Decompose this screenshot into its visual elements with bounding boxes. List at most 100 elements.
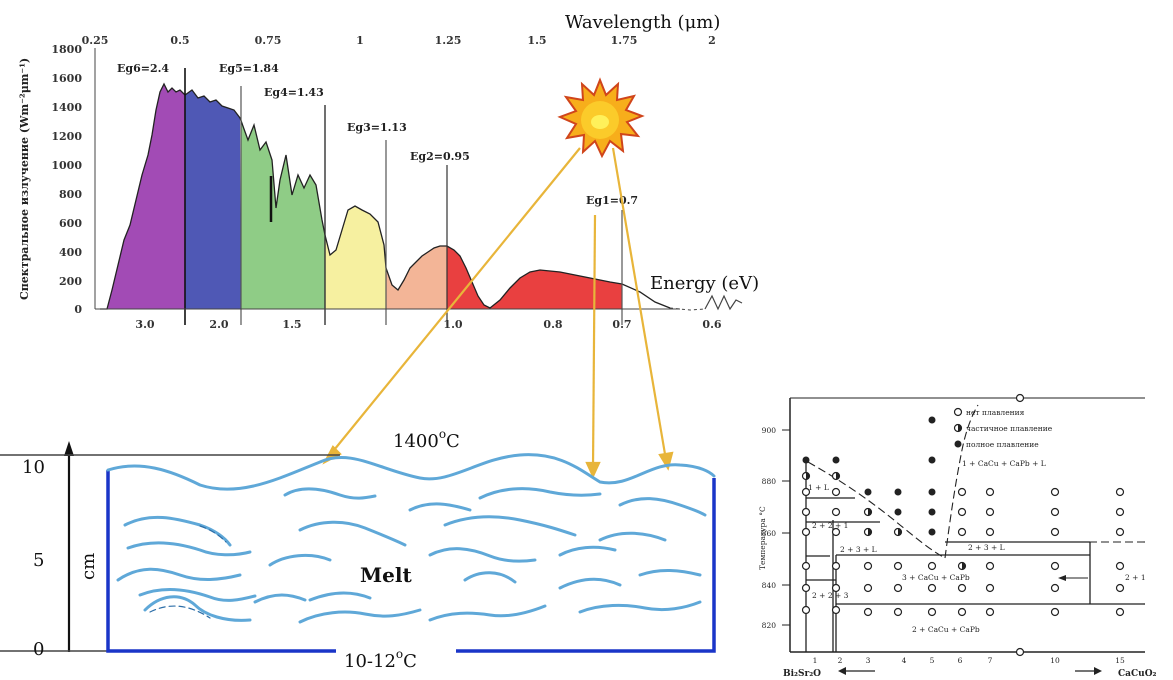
band-red	[447, 246, 622, 309]
region-label: 1 + CaCu + CaPb + L	[962, 459, 1046, 468]
marker-open	[1050, 607, 1060, 617]
phase-y-tick: 880	[762, 477, 777, 486]
marker-filled	[928, 528, 936, 536]
axis-tick-10: 10	[22, 457, 45, 478]
melt-vessel: 10 5 0 cm Melt 1400oC	[0, 427, 716, 672]
melt-wave	[638, 569, 702, 577]
phase-y-tick: 840	[762, 581, 777, 590]
melt-wave	[478, 487, 602, 500]
marker-open	[927, 607, 937, 617]
melt-wave	[443, 515, 577, 537]
phase-y-title: Температура °C	[758, 506, 767, 570]
marker-half-fill	[962, 562, 966, 570]
gap-label-eg3: Eg3=1.13	[347, 121, 407, 134]
marker-open	[957, 607, 967, 617]
melt-wave	[463, 571, 517, 584]
y-tick: 1400	[51, 101, 82, 114]
region-label: 2 + 1	[1125, 573, 1146, 582]
y-tick: 0	[74, 303, 82, 316]
marker-filled	[864, 488, 872, 496]
bottom-tick: 1.5	[282, 318, 301, 331]
region-label: 1 + L	[808, 483, 829, 492]
melt-wave-accent	[149, 605, 211, 619]
marker-filled	[928, 488, 936, 496]
band-violet	[107, 84, 185, 309]
phase-arrow-left-head	[838, 667, 846, 675]
y-tick: 1600	[51, 72, 82, 85]
axis-unit: cm	[78, 553, 99, 580]
top-tick: 1.25	[435, 34, 462, 47]
bottom-tick: 2.0	[209, 318, 228, 331]
phase-arrow-right-head	[1094, 667, 1102, 675]
melt-wave	[408, 502, 472, 512]
marker-open	[831, 527, 841, 537]
top-axis-title: Wavelength (μm)	[565, 12, 720, 33]
phase-inner-arrow-head	[1058, 575, 1066, 581]
marker-open	[893, 583, 903, 593]
melt-wave	[283, 487, 377, 500]
marker-open	[957, 583, 967, 593]
marker-open	[1115, 487, 1125, 497]
bottom-tick: 0.7	[612, 318, 631, 331]
region-label: 2 + 3 + L	[968, 543, 1005, 552]
y-tick: 1200	[51, 130, 82, 143]
legend-filled-circle	[954, 440, 962, 448]
marker-open	[863, 583, 873, 593]
y-tick: 800	[59, 188, 82, 201]
marker-half-fill	[868, 528, 872, 536]
phase-x-tick: 5	[930, 656, 935, 665]
marker-open	[985, 487, 995, 497]
marker-filled	[928, 508, 936, 516]
top-tick: 2	[708, 34, 716, 47]
phase-x-tick: 1	[813, 656, 818, 665]
bottom-tick: 0.8	[543, 318, 562, 331]
melt-wave	[558, 545, 617, 557]
marker-open	[801, 605, 811, 615]
gap-label-eg2: Eg2=0.95	[410, 150, 470, 163]
marker-open	[927, 561, 937, 571]
top-tick: 0.25	[82, 34, 109, 47]
marker-half-fill	[806, 472, 810, 480]
marker-half-fill	[868, 508, 872, 516]
gap-label-eg5: Eg5=1.84	[219, 62, 279, 75]
region-label: 2 + 2 + 1	[812, 521, 848, 530]
marker-open	[1050, 561, 1060, 571]
phase-y-tick: 860	[762, 529, 777, 538]
marker-open	[801, 487, 811, 497]
marker-open	[831, 507, 841, 517]
phase-x-tick: 7	[988, 656, 993, 665]
axis-tick-0: 0	[33, 639, 44, 660]
gap-label-eg6: Eg6=2.4	[117, 62, 169, 75]
top-temperature: 1400oC	[393, 427, 460, 452]
y-tick: 200	[59, 275, 82, 288]
y-tick: 400	[59, 246, 82, 259]
region-label: 2 + 2 + 3	[812, 591, 849, 600]
band-blue	[185, 90, 241, 309]
bottom-tick: 0.6	[702, 318, 721, 331]
marker-open	[1050, 527, 1060, 537]
spectrum-chart: 1800 1600 1400 1200 1000 800 600 400 200…	[18, 12, 759, 331]
region-label: 2 + CaCu + CaPb	[912, 625, 980, 634]
melt-wave	[428, 547, 537, 563]
marker-filled	[832, 456, 840, 464]
curve-squiggle	[704, 294, 743, 311]
marker-open	[1115, 507, 1125, 517]
bottom-temperature: 10-12oC	[344, 647, 417, 672]
region-label: 3 + CaCu + CaPb	[902, 573, 970, 582]
melt-wave	[598, 531, 667, 542]
marker-open	[801, 583, 811, 593]
marker-open	[1050, 507, 1060, 517]
melt-wave	[268, 554, 332, 567]
phase-boundaries	[805, 460, 1145, 652]
marker-open	[1050, 487, 1060, 497]
marker-open	[801, 527, 811, 537]
legend-item: нет плавления	[966, 408, 1025, 417]
legend-item: полное плавление	[966, 440, 1039, 449]
marker-open	[957, 507, 967, 517]
bottom-tick: 3.0	[135, 318, 154, 331]
y-tick: 1000	[51, 159, 82, 172]
gap-label-eg1: Eg1=0.7	[586, 194, 638, 207]
vessel-walls	[106, 470, 716, 653]
legend-half-fill	[958, 424, 962, 432]
marker-open	[985, 607, 995, 617]
